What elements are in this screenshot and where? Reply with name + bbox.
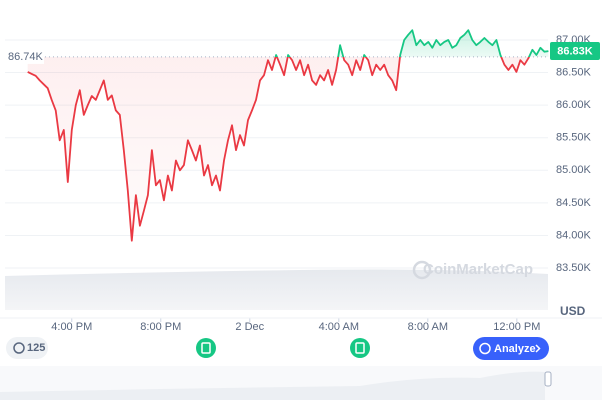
x-tick-label: 8:00 PM [140,321,181,333]
y-tick-label: 85.50K [556,132,592,144]
marker-bg[interactable] [196,338,216,358]
marker-bg[interactable] [350,338,370,358]
watermark: CoinMarketCap [423,261,533,278]
navigator-handle[interactable] [544,371,552,387]
button-bg[interactable] [473,337,549,360]
price-line [27,29,549,242]
y-tick-label: 84.00K [556,229,592,241]
news-marker[interactable] [196,338,216,358]
y-tick-label: 83.50K [556,262,592,274]
unit-label: USD [560,304,586,318]
marker-icon [355,342,365,354]
y-tick-label: 84.50K [556,197,592,209]
watermark-logo [412,260,432,280]
y-tick-label: 86.00K [556,99,592,111]
events-badge[interactable]: 125 [6,337,48,359]
reference-label: 86.74K [8,51,44,63]
badge-icon [13,342,25,354]
reference-label-bg [4,49,44,64]
y-tick-label: 85.00K [556,164,592,176]
navigator-area [0,371,545,400]
x-tick-label: 12:00 PM [493,321,540,333]
button-chevron [535,344,541,353]
volume-area [5,269,548,310]
badge-bg[interactable] [6,337,48,359]
x-tick-label: 8:00 AM [408,321,448,333]
x-tick-label: 4:00 AM [319,321,359,333]
analyze-button[interactable]: Analyze [473,337,549,360]
news-marker[interactable] [350,338,370,358]
badge-count: 125 [27,342,45,354]
price-area [27,30,549,241]
y-tick-label: 86.50K [556,66,592,78]
button-icon [479,342,491,355]
x-tick-label: 4:00 PM [51,321,92,333]
x-tick-label: 2 Dec [235,321,264,333]
current-price-tag [550,42,600,61]
marker-icon [201,342,211,354]
button-label: Analyze [494,343,536,355]
current-price-label: 86.83K [557,45,593,57]
